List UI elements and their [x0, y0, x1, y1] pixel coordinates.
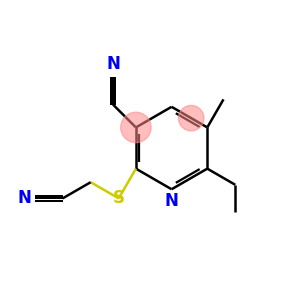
Text: N: N [106, 55, 120, 73]
Text: S: S [113, 189, 125, 207]
Circle shape [121, 112, 151, 142]
Text: N: N [17, 189, 31, 207]
Circle shape [178, 105, 204, 131]
Text: N: N [165, 192, 178, 210]
